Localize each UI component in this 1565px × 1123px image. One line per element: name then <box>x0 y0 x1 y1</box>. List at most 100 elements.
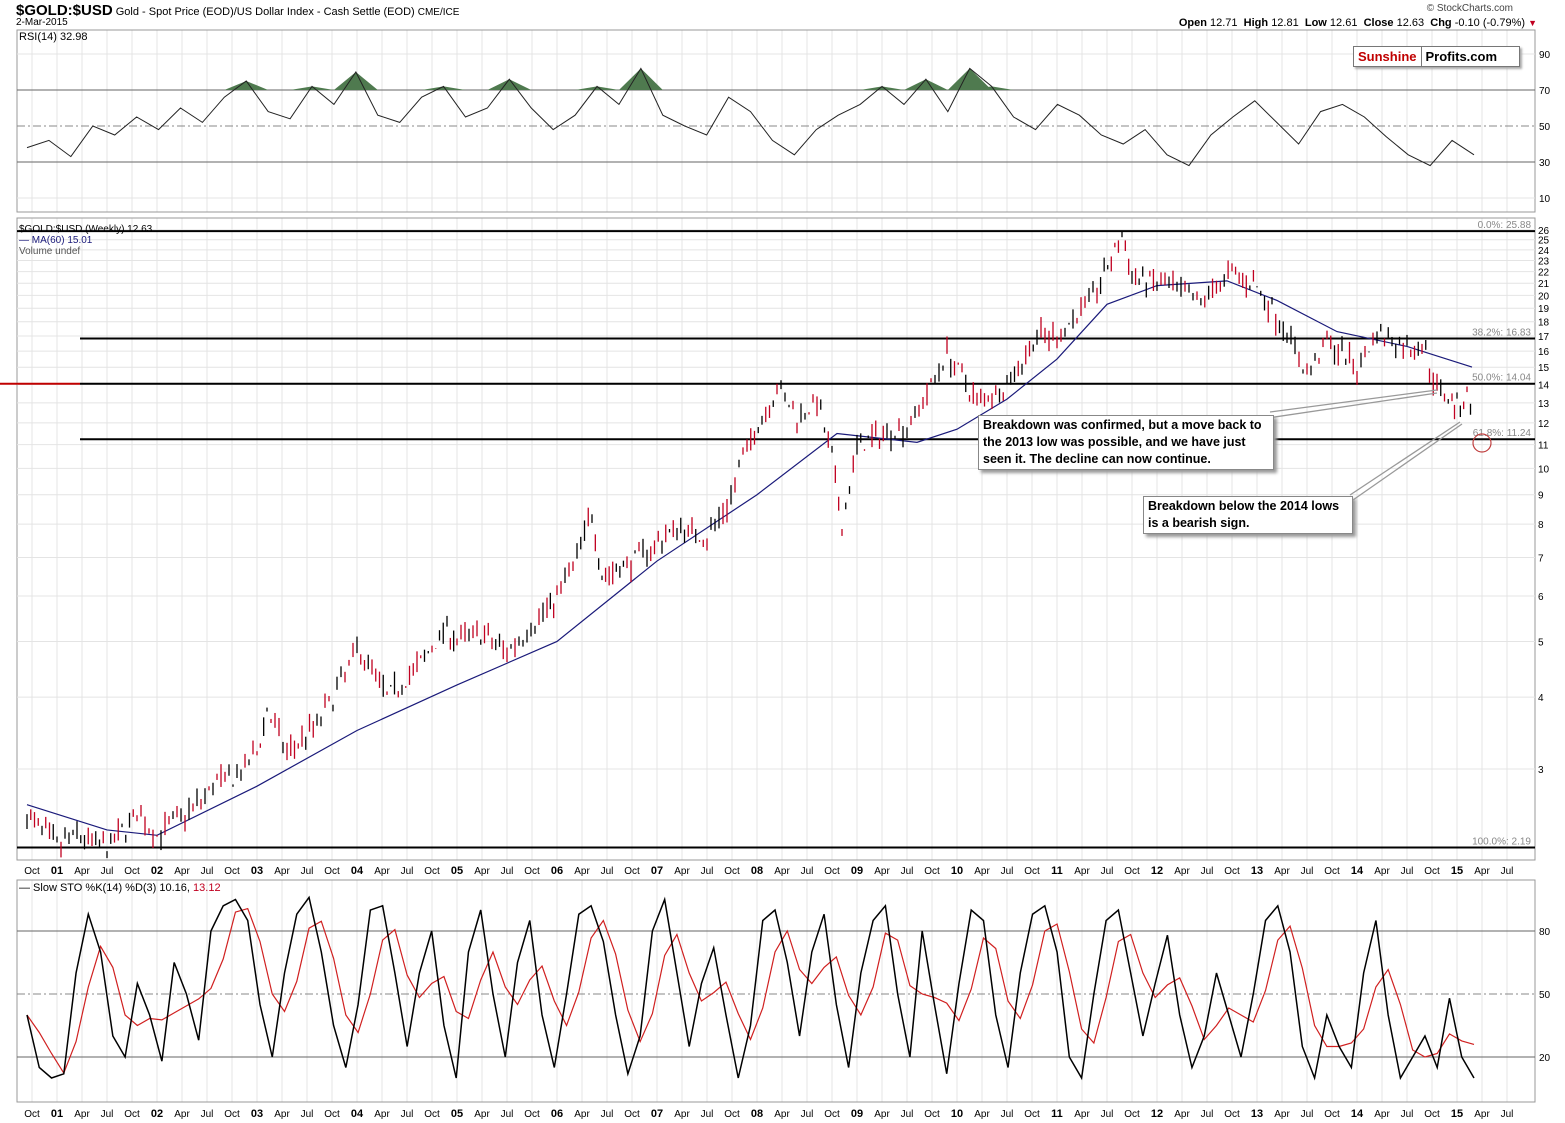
date-axis-label: Jul <box>101 1109 114 1120</box>
date-axis-label: Jul <box>401 1109 414 1120</box>
open-label: Open <box>1178 17 1207 29</box>
date-axis-label: Oct <box>24 1109 40 1120</box>
date-axis-label: Jul <box>1101 866 1114 877</box>
price-tick-label: 17 <box>1538 332 1550 343</box>
fib-level-label: 38.2%: 16.83 <box>1472 327 1531 338</box>
date-axis-label: Jul <box>201 866 214 877</box>
date-axis-label: 12 <box>1151 865 1163 877</box>
date-axis-label: Oct <box>124 866 140 877</box>
date-axis-label: Apr <box>474 866 490 877</box>
date-axis-label: Oct <box>924 1109 940 1120</box>
date-axis-label: Oct <box>324 1109 340 1120</box>
sto-legend: — Slow STO %K(14) %D(3) 10.16, 13.12 <box>19 882 221 894</box>
rsi-overbought-fill <box>947 68 992 90</box>
date-axis-label: 11 <box>1051 1108 1063 1120</box>
date-axis-label: Oct <box>1124 1109 1140 1120</box>
rsi-overbought-fill <box>224 81 269 90</box>
date-axis-label: 13 <box>1251 865 1263 877</box>
date-axis-label: Jul <box>1001 1109 1014 1120</box>
close-value: 12.63 <box>1396 17 1425 29</box>
price-tick-label: 26 <box>1538 226 1550 237</box>
panel-frame <box>16 29 1536 213</box>
ma-legend: — MA(60) 15.01 <box>19 235 93 246</box>
date-axis-label: Jul <box>1401 1109 1414 1120</box>
date-axis-label: Apr <box>574 1109 590 1120</box>
ma60-line <box>26 280 1473 836</box>
date-axis-label: Oct <box>724 1109 740 1120</box>
date-axis-label: Jul <box>1301 1109 1314 1120</box>
date-axis-label: 04 <box>351 865 364 877</box>
date-axis-label: Apr <box>174 1109 190 1120</box>
date-axis-label: 06 <box>551 865 563 877</box>
panel-frame <box>16 879 1536 1103</box>
date-axis-label: Jul <box>501 866 514 877</box>
rsi-overbought-fill <box>618 68 663 90</box>
date-axis-label: Jul <box>1201 1109 1214 1120</box>
rsi-overbought-fill <box>333 72 378 90</box>
date-axis-label: Apr <box>1274 866 1290 877</box>
low-label: Low <box>1304 17 1327 29</box>
date-axis-label: Oct <box>1124 866 1140 877</box>
date-axis-label: Apr <box>774 866 790 877</box>
chart-header: $GOLD:$USD Gold - Spot Price (EOD)/US Do… <box>16 2 459 19</box>
date-axis-label: Jul <box>901 1109 914 1120</box>
date-axis-label: Oct <box>824 1109 840 1120</box>
price-tick-label: 3 <box>1538 765 1544 776</box>
rsi-overbought-fill <box>290 86 334 90</box>
date-axis-label: Oct <box>824 866 840 877</box>
date-axis-label: Apr <box>474 1109 490 1120</box>
price-tick-label: 21 <box>1538 279 1550 290</box>
date-axis-label: Oct <box>324 866 340 877</box>
date-axis-label: Jul <box>1001 866 1014 877</box>
date-axis-label: Oct <box>424 866 440 877</box>
date-axis-label: 10 <box>951 865 963 877</box>
date-axis-label: Oct <box>1424 1109 1440 1120</box>
sto-k-line <box>26 895 1475 1081</box>
rsi-overbought-fill <box>487 79 532 90</box>
date-axis-label: Apr <box>774 1109 790 1120</box>
rsi-tick-label: 30 <box>1539 158 1551 169</box>
price-tick-label: 8 <box>1538 520 1544 531</box>
annotation-pointer <box>1269 389 1438 413</box>
date-axis-label: 07 <box>651 1108 663 1120</box>
date-axis-label: Jul <box>1101 1109 1114 1120</box>
price-tick-label: 24 <box>1538 246 1550 257</box>
date-axis-label: Jul <box>901 866 914 877</box>
date-axis-label: 15 <box>1451 865 1463 877</box>
ohlc-readout: Open 12.71 High 12.81 Low 12.61 Close 12… <box>1179 17 1537 29</box>
annotation-pointer <box>1352 423 1463 501</box>
fib-level-label: 0.0%: 25.88 <box>1478 220 1532 231</box>
rsi-tick-label: 90 <box>1539 50 1551 61</box>
date-axis-label: 03 <box>251 1108 263 1120</box>
fib-level-label: 61.8%: 11.24 <box>1473 428 1532 439</box>
fib-level-label: 100.0%: 2.19 <box>1472 837 1531 848</box>
price-tick-label: 25 <box>1538 236 1550 247</box>
date-axis-label: Apr <box>374 1109 390 1120</box>
date-axis-label: Apr <box>974 866 990 877</box>
date-axis-label: Apr <box>874 866 890 877</box>
date-axis-label: Apr <box>1474 1109 1490 1120</box>
date-axis-label: Jul <box>801 866 814 877</box>
high-value: 12.81 <box>1271 17 1299 29</box>
price-tick-label: 23 <box>1538 257 1550 268</box>
panel-frame <box>16 217 1536 861</box>
date-axis-label: Oct <box>224 1109 240 1120</box>
price-tick-label: 16 <box>1538 347 1550 358</box>
date-axis-label: 01 <box>51 1108 63 1120</box>
date-axis-label: Oct <box>1024 866 1040 877</box>
date-axis-label: Apr <box>1274 1109 1290 1120</box>
date-axis-label: Jul <box>301 866 314 877</box>
rsi-tick-label: 70 <box>1539 86 1551 97</box>
date-axis-label: 15 <box>1451 1108 1463 1120</box>
date-axis-label: 08 <box>751 865 763 877</box>
low-value: 12.61 <box>1329 17 1358 29</box>
date-axis-label: Oct <box>1324 1109 1340 1120</box>
date-axis-label: 12 <box>1151 1108 1163 1120</box>
rsi-overbought-fill <box>860 86 904 90</box>
price-tick-label: 6 <box>1538 592 1544 603</box>
date-axis-label: 10 <box>951 1108 963 1120</box>
date-axis-label: Jul <box>701 866 714 877</box>
date-axis-label: Apr <box>1374 1109 1390 1120</box>
price-tick-label: 15 <box>1538 363 1550 374</box>
